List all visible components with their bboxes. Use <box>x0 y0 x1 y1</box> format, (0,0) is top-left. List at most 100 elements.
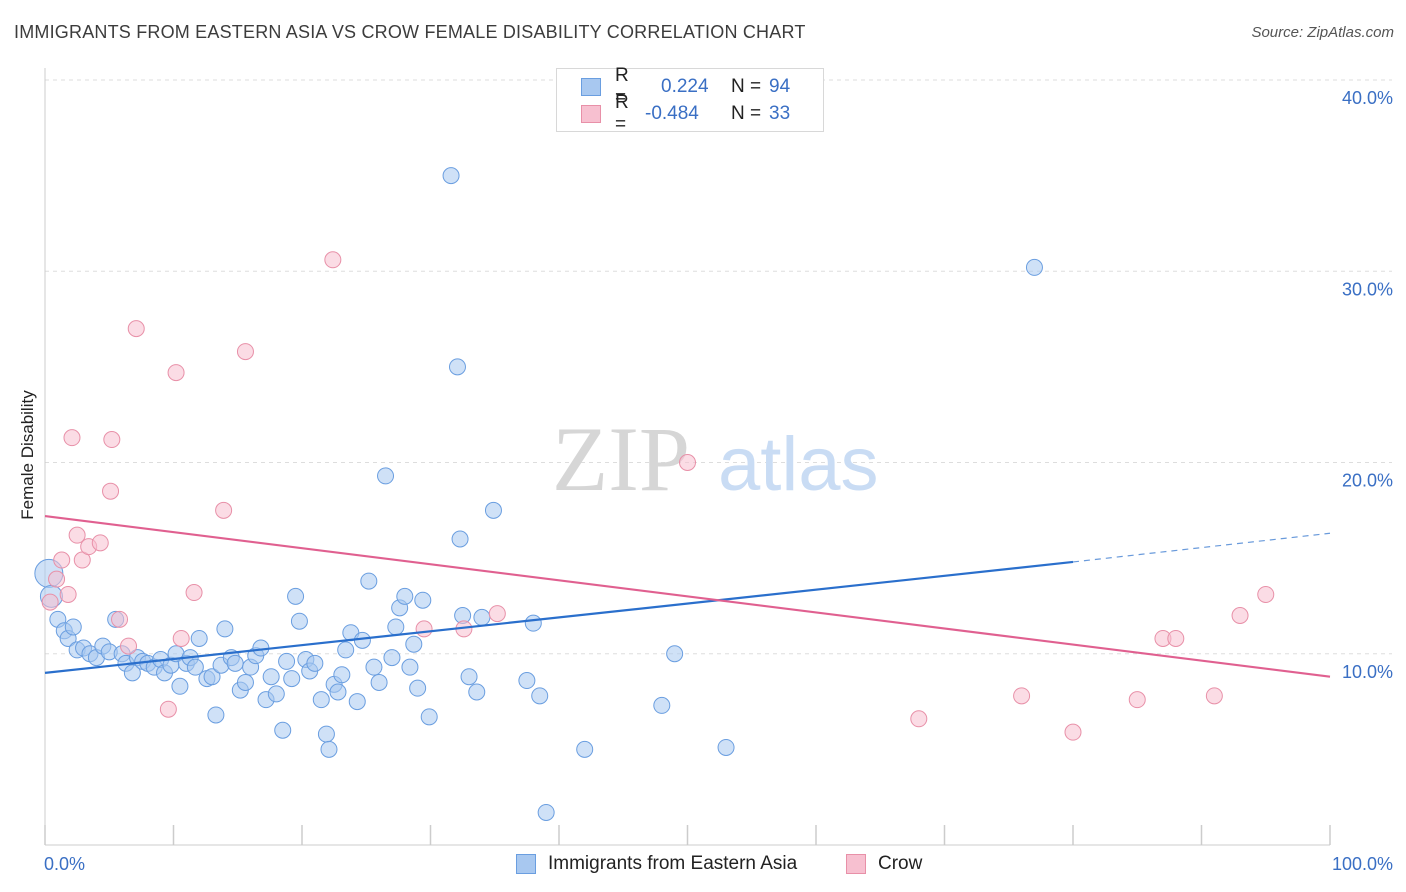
data-point-immigrants <box>203 668 221 686</box>
data-point-immigrants <box>287 587 305 605</box>
data-point-crow <box>215 501 233 519</box>
data-point-immigrants <box>278 652 296 670</box>
y-tick-label: 10.0% <box>1342 662 1393 682</box>
legend-r-value: -0.484 <box>645 103 699 124</box>
data-point-crow <box>1013 687 1031 705</box>
legend-n-label: N = <box>731 103 762 124</box>
data-point-immigrants <box>262 668 280 686</box>
y-tick-label: 20.0% <box>1342 471 1393 491</box>
legend-r-label: R = <box>615 92 629 135</box>
data-point-immigrants <box>420 708 438 726</box>
correlation-legend: R = 0.224 N = 94 R = -0.484 N = 33 <box>556 65 824 135</box>
legend-row-immigrants: R = 0.224 N = 94 <box>581 65 790 108</box>
data-point-immigrants <box>666 645 684 663</box>
data-point-immigrants <box>64 618 82 636</box>
data-point-crow <box>1128 691 1146 709</box>
data-point-immigrants <box>353 631 371 649</box>
data-point-crow <box>236 343 254 361</box>
data-point-immigrants <box>717 738 735 756</box>
data-point-crow <box>679 454 696 471</box>
data-point-immigrants <box>123 664 141 682</box>
data-point-crow <box>1257 585 1275 603</box>
legend-n-value: 33 <box>769 103 791 124</box>
bottom-legend-label: Immigrants from Eastern Asia <box>548 853 798 874</box>
x-tick-label-max: 100.0% <box>1332 854 1393 874</box>
data-point-immigrants <box>226 654 244 672</box>
data-point-immigrants <box>524 614 542 632</box>
chart-title: IMMIGRANTS FROM EASTERN ASIA VS CROW FEM… <box>14 22 806 42</box>
data-point-immigrants <box>207 706 225 724</box>
data-point-immigrants <box>396 587 414 605</box>
data-point-crow <box>41 593 59 611</box>
data-point-immigrants <box>518 672 536 690</box>
data-point-immigrants <box>306 654 324 672</box>
data-point-immigrants <box>370 673 388 691</box>
legend-swatch-blue <box>581 78 601 96</box>
trend-line-immigrants <box>44 560 1074 674</box>
y-tick-label: 30.0% <box>1342 279 1393 299</box>
data-point-immigrants <box>531 687 549 705</box>
bottom-legend-label: Crow <box>878 853 923 874</box>
data-point-crow <box>415 620 433 638</box>
data-point-immigrants <box>317 725 335 743</box>
data-point-immigrants <box>337 641 355 659</box>
bottom-legend-immigrants: Immigrants from Eastern Asia <box>516 852 797 876</box>
data-point-immigrants <box>576 740 594 758</box>
grid-lines <box>45 79 1392 655</box>
series-crow-points <box>41 251 1275 741</box>
data-point-crow <box>488 605 506 623</box>
data-point-crow <box>120 637 138 655</box>
data-point-crow <box>111 610 129 628</box>
data-point-immigrants <box>186 658 204 676</box>
data-point-immigrants <box>312 691 330 709</box>
data-point-immigrants <box>320 740 338 758</box>
data-point-crow <box>102 482 120 500</box>
data-point-crow <box>1205 687 1223 705</box>
data-point-crow <box>127 320 145 338</box>
data-point-immigrants <box>401 658 419 676</box>
data-point-immigrants <box>414 591 432 609</box>
data-point-crow <box>172 629 190 647</box>
trend-line-crow <box>44 514 1331 678</box>
y-tick-label: 40.0% <box>1342 88 1393 108</box>
data-point-crow <box>1064 723 1082 741</box>
legend-swatch-pink <box>581 105 601 123</box>
data-point-crow <box>1231 607 1249 624</box>
data-point-immigrants <box>267 685 285 703</box>
data-point-immigrants <box>171 677 189 695</box>
data-point-immigrants <box>329 683 347 701</box>
legend-r-value: 0.224 <box>661 76 709 97</box>
data-point-immigrants <box>190 629 208 647</box>
series-immigrants-points <box>34 167 1043 821</box>
data-point-immigrants <box>383 649 401 667</box>
data-point-immigrants <box>653 696 671 714</box>
data-point-immigrants <box>377 467 395 485</box>
x-tick-label-min: 0.0% <box>44 854 85 874</box>
watermark-atlas: atlas <box>718 422 879 507</box>
data-point-immigrants <box>274 721 292 739</box>
data-point-crow <box>68 526 86 544</box>
data-point-immigrants <box>473 608 491 626</box>
data-point-crow <box>167 364 185 382</box>
data-point-immigrants <box>451 530 469 548</box>
data-point-immigrants <box>283 670 301 688</box>
bottom-legend-swatch-blue <box>516 854 536 874</box>
data-point-crow <box>103 431 121 449</box>
axes <box>44 68 1331 846</box>
data-point-immigrants <box>442 167 460 185</box>
y-tick-labels: 10.0% 20.0% 30.0% 40.0% <box>1342 88 1393 682</box>
data-point-crow <box>185 584 203 602</box>
x-tick-labels: 0.0% 100.0% <box>44 854 1393 874</box>
data-point-immigrants <box>537 803 555 821</box>
watermark-zip: ZIP <box>552 408 690 510</box>
data-point-immigrants <box>448 358 466 376</box>
bottom-legend-swatch-pink <box>846 854 866 874</box>
data-point-immigrants <box>409 679 427 697</box>
data-point-immigrants <box>360 572 378 590</box>
data-point-immigrants <box>484 501 502 519</box>
data-point-immigrants <box>348 693 366 711</box>
data-point-immigrants <box>236 673 254 691</box>
data-point-crow <box>910 710 928 728</box>
data-point-crow <box>91 534 109 552</box>
